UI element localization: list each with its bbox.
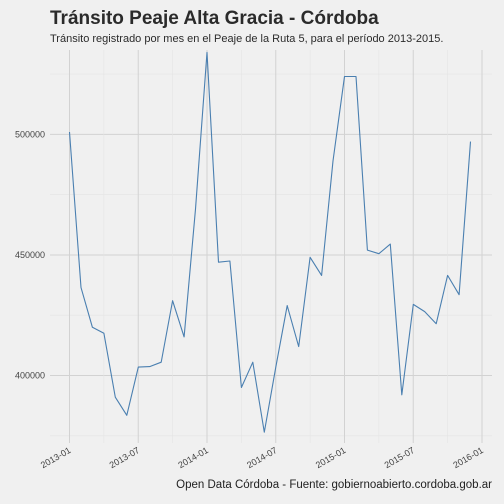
x-tick-label: 2014-01 [176,445,210,470]
chart-title: Tránsito Peaje Alta Gracia - Córdoba [50,8,379,29]
y-axis-ticks: 400000 450000 500000 [15,129,45,380]
chart-caption: Open Data Córdoba - Fuente: gobiernoabie… [176,479,492,491]
x-tick-label: 2014-07 [245,445,279,470]
chart-subtitle: Tránsito registrado por mes en el Peaje … [50,33,444,45]
x-tick-label: 2016-01 [451,445,485,470]
x-axis-ticks: 2013-01 2013-07 2014-01 2014-07 2015-01 2015-… [39,445,485,470]
x-tick-label: 2013-01 [39,445,73,470]
x-tick-label: 2015-07 [383,445,417,470]
y-tick-label: 500000 [15,129,45,139]
x-tick-label: 2013-07 [108,445,142,470]
series-group [68,51,472,433]
grid-lines [50,50,492,443]
x-tick-label: 2015-01 [314,445,348,470]
y-tick-label: 400000 [15,370,45,380]
y-tick-label: 450000 [15,250,45,260]
series-line [68,51,472,433]
